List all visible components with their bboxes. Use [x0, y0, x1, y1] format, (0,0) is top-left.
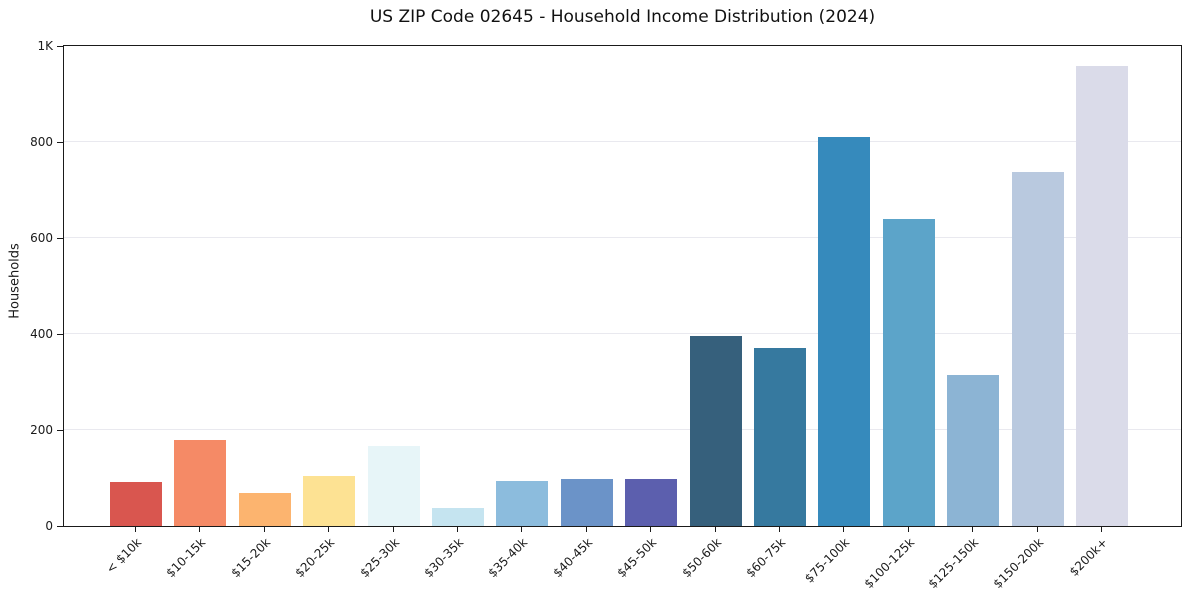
x-tick: [1036, 527, 1038, 532]
bar-$25-30k: [367, 445, 420, 526]
plot-area: [63, 45, 1182, 527]
x-tick: [199, 527, 201, 532]
bar-$35-40k: [496, 480, 549, 526]
bar-$15-20k: [238, 492, 291, 526]
bar-$45-50k: [625, 478, 678, 526]
bar-$30-35k: [432, 507, 484, 526]
bar-$125-150k: [947, 375, 1000, 526]
x-tick: [392, 527, 394, 532]
x-tick: [972, 527, 974, 532]
x-tick: [328, 527, 330, 532]
bar-$75-100k: [818, 137, 871, 526]
bar-$50-60k: [689, 336, 742, 526]
y-tick: [57, 237, 63, 239]
bar-$40-45k: [560, 478, 613, 526]
x-tick: [1101, 527, 1102, 532]
x-tick: [263, 527, 265, 532]
x-tick-label: < $10k: [103, 535, 145, 577]
y-tick-label: 0: [45, 519, 53, 533]
y-tick-label: 600: [30, 231, 53, 245]
y-tick: [57, 525, 63, 527]
x-tick: [907, 527, 909, 532]
x-tick: [779, 527, 780, 532]
bar-$150-200k: [1011, 171, 1064, 526]
y-tick-label: 200: [30, 423, 53, 437]
bar-$60-75k: [754, 348, 806, 526]
gridline: [64, 141, 1181, 142]
y-tick: [57, 429, 63, 431]
x-tick: [650, 527, 652, 532]
x-tick: [714, 527, 716, 532]
bar-$10-15k: [174, 439, 227, 526]
bar-< $10k: [110, 481, 162, 526]
x-tick: [457, 527, 458, 532]
chart-title: US ZIP Code 02645 - Household Income Dis…: [369, 7, 876, 27]
x-tick: [843, 527, 845, 532]
y-tick-label: 400: [30, 327, 53, 341]
bar-$20-25k: [303, 476, 356, 526]
y-tick-label: 1K: [37, 39, 53, 53]
y-tick: [57, 333, 63, 335]
y-axis-label: Households: [7, 243, 23, 319]
bar-$100-125k: [882, 218, 935, 526]
bar-$200k+: [1076, 66, 1128, 526]
x-tick: [135, 527, 136, 532]
gridline: [64, 333, 1181, 334]
y-tick: [57, 45, 63, 47]
gridline: [64, 429, 1181, 430]
y-tick-label: 800: [30, 135, 53, 149]
x-tick: [521, 527, 523, 532]
y-tick: [57, 141, 63, 143]
x-tick: [585, 527, 587, 532]
gridline: [64, 237, 1181, 238]
